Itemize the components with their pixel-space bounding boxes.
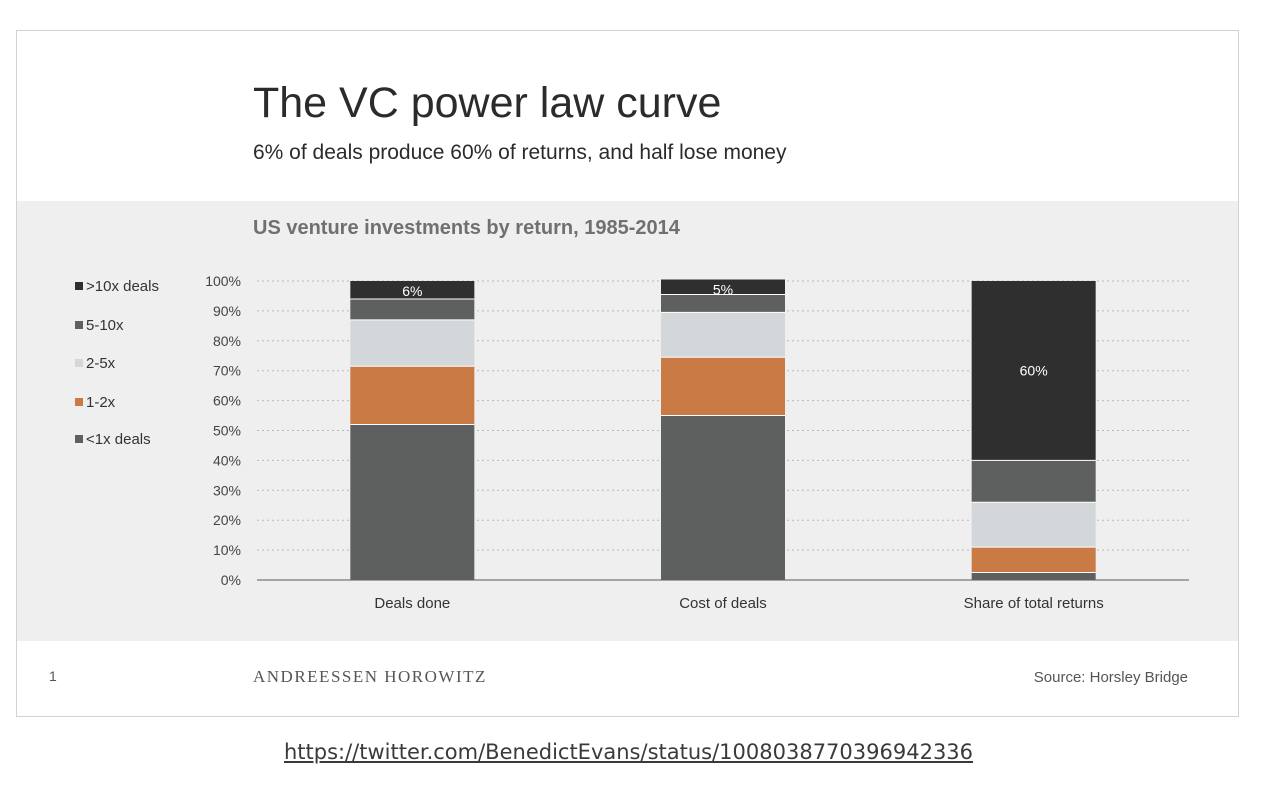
bar-segment	[661, 312, 785, 358]
y-tick-label: 30%	[213, 482, 241, 498]
data-label: 60%	[1020, 363, 1048, 379]
bar-segment	[350, 424, 475, 580]
chart-plot: 0% 10% 20% 30% 40% 50% 60% 70% 80% 90% 100% 6% Deals…	[205, 273, 1189, 612]
legend-swatch	[75, 398, 83, 406]
bar-segment	[971, 281, 1096, 461]
bar-segment	[350, 281, 475, 299]
brand-logo-text: ANDREESSEN HOROWITZ	[253, 667, 487, 686]
legend-label: 5-10x	[86, 317, 124, 334]
legend-item-2-5x: 2-5x	[75, 355, 115, 372]
legend-item-gt10x: >10x deals	[75, 278, 159, 295]
bar-segment	[350, 298, 475, 320]
bar-segment	[661, 415, 785, 580]
y-tick-label: 10%	[213, 542, 241, 558]
legend-swatch	[75, 282, 83, 290]
page-number: 1	[49, 668, 57, 684]
y-tick-label: 40%	[213, 452, 241, 468]
legend-swatch	[75, 359, 83, 367]
bar-segment	[661, 357, 785, 416]
y-tick-label: 0%	[221, 572, 241, 588]
source-link-container: https://twitter.com/BenedictEvans/status…	[0, 740, 1257, 764]
x-category-label: Deals done	[374, 595, 450, 612]
y-tick-label: 20%	[213, 512, 241, 528]
data-label: 6%	[402, 283, 422, 299]
y-tick-label: 90%	[213, 303, 241, 319]
bar-segment	[971, 572, 1096, 580]
source-note: Source: Horsley Bridge	[1033, 669, 1188, 686]
source-link[interactable]: https://twitter.com/BenedictEvans/status…	[283, 740, 974, 764]
bar-segment	[661, 294, 785, 313]
legend-label: 1-2x	[86, 394, 116, 411]
y-tick-label: 60%	[213, 393, 241, 409]
data-label: 5%	[713, 282, 733, 298]
legend-swatch	[75, 435, 83, 443]
legend-item-lt1x: <1x deals	[75, 431, 151, 448]
y-tick-label: 80%	[213, 333, 241, 349]
bar-segment	[971, 547, 1096, 573]
slide-title: The VC power law curve	[253, 79, 722, 127]
bar-segment	[661, 279, 785, 295]
legend-label: >10x deals	[86, 278, 159, 295]
bar-segment	[971, 460, 1096, 503]
legend-swatch	[75, 321, 83, 329]
chart-title: US venture investments by return, 1985-2…	[253, 217, 680, 239]
x-category-label: Share of total returns	[964, 595, 1104, 612]
legend-item-5-10x: 5-10x	[75, 317, 124, 334]
bar-segment	[971, 502, 1096, 548]
y-tick-label: 100%	[205, 273, 241, 289]
y-tick-label: 70%	[213, 363, 241, 379]
legend-item-1-2x: 1-2x	[75, 394, 115, 411]
bar-segment	[350, 366, 475, 425]
y-tick-label: 50%	[213, 423, 241, 439]
legend-label: 2-5x	[86, 355, 116, 372]
legend-label: <1x deals	[86, 431, 151, 448]
slide-subtitle: 6% of deals produce 60% of returns, and …	[253, 141, 787, 164]
bar-segment	[350, 319, 475, 367]
slide: The VC power law curve 6% of deals produ…	[16, 30, 1239, 717]
x-category-label: Cost of deals	[679, 595, 767, 612]
